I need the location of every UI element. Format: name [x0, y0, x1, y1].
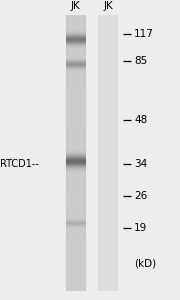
- Text: 26: 26: [134, 191, 147, 201]
- Text: 85: 85: [134, 56, 147, 66]
- Text: JK: JK: [103, 1, 113, 11]
- Text: 19: 19: [134, 223, 147, 233]
- Text: 34: 34: [134, 158, 147, 169]
- Text: 117: 117: [134, 29, 154, 39]
- Text: (kD): (kD): [134, 258, 156, 268]
- Text: JK: JK: [71, 1, 80, 11]
- Text: RTCD1--: RTCD1--: [0, 158, 39, 169]
- Text: 48: 48: [134, 115, 147, 124]
